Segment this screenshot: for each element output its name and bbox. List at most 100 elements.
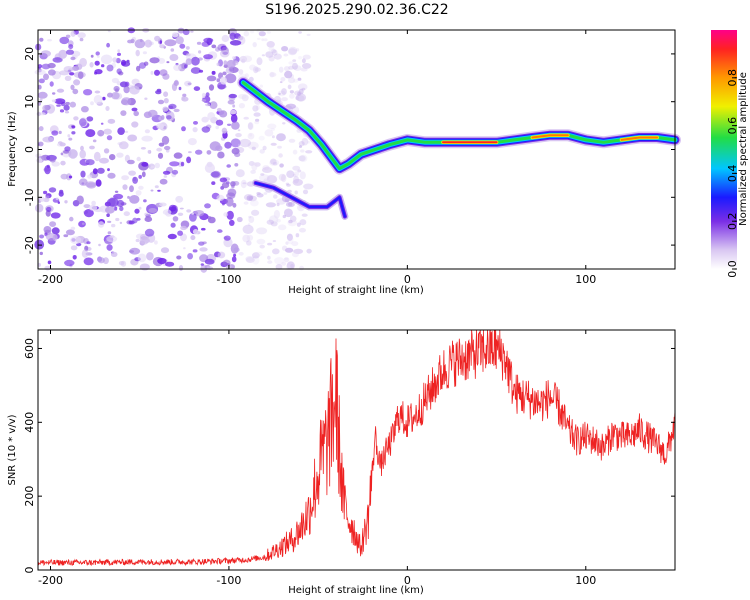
noise-blob bbox=[162, 106, 169, 112]
spectrogram-y-label: Frequency (Hz) bbox=[7, 111, 18, 187]
noise-blob bbox=[79, 149, 86, 159]
noise-blob bbox=[295, 95, 300, 101]
noise-blob bbox=[160, 115, 165, 120]
noise-blob bbox=[136, 65, 141, 72]
noise-blob bbox=[201, 92, 206, 99]
noise-blob bbox=[217, 229, 223, 233]
noise-blob bbox=[176, 255, 182, 260]
noise-blob bbox=[156, 123, 164, 130]
noise-blob bbox=[269, 71, 275, 78]
x-tick-label: -200 bbox=[38, 273, 63, 286]
noise-blob bbox=[190, 67, 201, 74]
noise-blob bbox=[248, 216, 255, 223]
noise-blob bbox=[298, 141, 305, 147]
ridge-main bbox=[241, 81, 677, 171]
noise-blob bbox=[94, 60, 100, 66]
noise-blob bbox=[255, 118, 260, 122]
noise-blob bbox=[251, 209, 260, 216]
noise-blob bbox=[224, 73, 237, 84]
noise-blob bbox=[201, 126, 211, 133]
noise-blob bbox=[288, 46, 298, 55]
noise-blob bbox=[234, 163, 239, 167]
noise-blob bbox=[222, 202, 225, 206]
noise-blob bbox=[120, 110, 127, 116]
noise-blob bbox=[274, 257, 285, 265]
noise-blob bbox=[259, 244, 265, 249]
noise-blob bbox=[140, 147, 146, 150]
noise-blob bbox=[281, 88, 287, 95]
noise-blob bbox=[141, 162, 149, 167]
noise-blob bbox=[103, 148, 110, 154]
noise-blob bbox=[132, 176, 139, 184]
noise-blob bbox=[247, 132, 255, 140]
noise-blob bbox=[292, 149, 298, 155]
noise-blob bbox=[70, 84, 75, 91]
noise-blob bbox=[219, 110, 228, 118]
noise-blob bbox=[70, 245, 78, 251]
noise-blob bbox=[70, 226, 76, 231]
noise-blob bbox=[181, 126, 186, 132]
spectrogram-noise bbox=[34, 27, 314, 273]
noise-blob bbox=[158, 142, 165, 147]
noise-blob bbox=[158, 202, 167, 207]
noise-blob bbox=[252, 42, 257, 48]
noise-blob bbox=[51, 227, 60, 235]
noise-blob bbox=[239, 55, 248, 63]
noise-blob bbox=[178, 86, 182, 91]
noise-blob bbox=[63, 104, 70, 111]
noise-blob bbox=[240, 179, 247, 189]
noise-blob bbox=[242, 224, 254, 234]
noise-blob bbox=[77, 32, 86, 39]
noise-blob bbox=[250, 199, 259, 207]
noise-blob bbox=[114, 206, 118, 211]
noise-blob bbox=[97, 257, 105, 264]
noise-blob bbox=[40, 50, 51, 57]
noise-blob bbox=[281, 97, 288, 102]
noise-blob bbox=[65, 101, 70, 106]
noise-blob bbox=[233, 247, 240, 252]
noise-blob bbox=[204, 203, 211, 209]
noise-blob bbox=[141, 171, 146, 178]
noise-blob bbox=[229, 219, 235, 226]
noise-blob bbox=[154, 69, 160, 76]
noise-blob bbox=[231, 121, 240, 130]
noise-blob bbox=[216, 194, 225, 201]
noise-blob bbox=[220, 76, 227, 85]
noise-blob bbox=[183, 247, 186, 250]
noise-blob bbox=[149, 57, 160, 64]
noise-blob bbox=[116, 152, 124, 158]
noise-blob bbox=[94, 71, 98, 75]
colorbar-ticks: 0.0 0.2 0.4 0.6 0.8 bbox=[726, 69, 739, 278]
noise-blob bbox=[38, 126, 44, 132]
noise-blob bbox=[236, 216, 243, 223]
noise-blob bbox=[98, 243, 101, 247]
noise-blob bbox=[144, 129, 150, 134]
noise-blob bbox=[64, 75, 72, 82]
y-tick-label: 0 bbox=[23, 567, 36, 574]
noise-blob bbox=[289, 93, 295, 99]
noise-blob bbox=[92, 139, 97, 143]
spectrogram-x-label: Height of straight line (km) bbox=[288, 285, 424, 296]
noise-blob bbox=[180, 161, 185, 167]
spectrogram-ridge bbox=[237, 76, 681, 220]
noise-blob bbox=[229, 32, 237, 40]
noise-blob bbox=[283, 66, 290, 72]
noise-blob bbox=[297, 91, 301, 96]
noise-blob bbox=[125, 130, 129, 133]
noise-blob bbox=[157, 152, 164, 159]
noise-blob bbox=[231, 147, 240, 155]
noise-blob bbox=[160, 247, 170, 254]
noise-blob bbox=[59, 189, 64, 194]
noise-blob bbox=[260, 173, 265, 176]
noise-blob bbox=[227, 123, 232, 127]
noise-blob bbox=[270, 221, 278, 227]
noise-blob bbox=[157, 99, 165, 105]
noise-blob bbox=[279, 163, 284, 168]
noise-blob bbox=[305, 150, 313, 154]
noise-blob bbox=[85, 129, 96, 138]
noise-blob bbox=[55, 197, 59, 201]
noise-blob bbox=[36, 111, 41, 117]
noise-blob bbox=[121, 97, 132, 106]
noise-blob bbox=[268, 215, 279, 225]
noise-blob bbox=[184, 64, 188, 69]
